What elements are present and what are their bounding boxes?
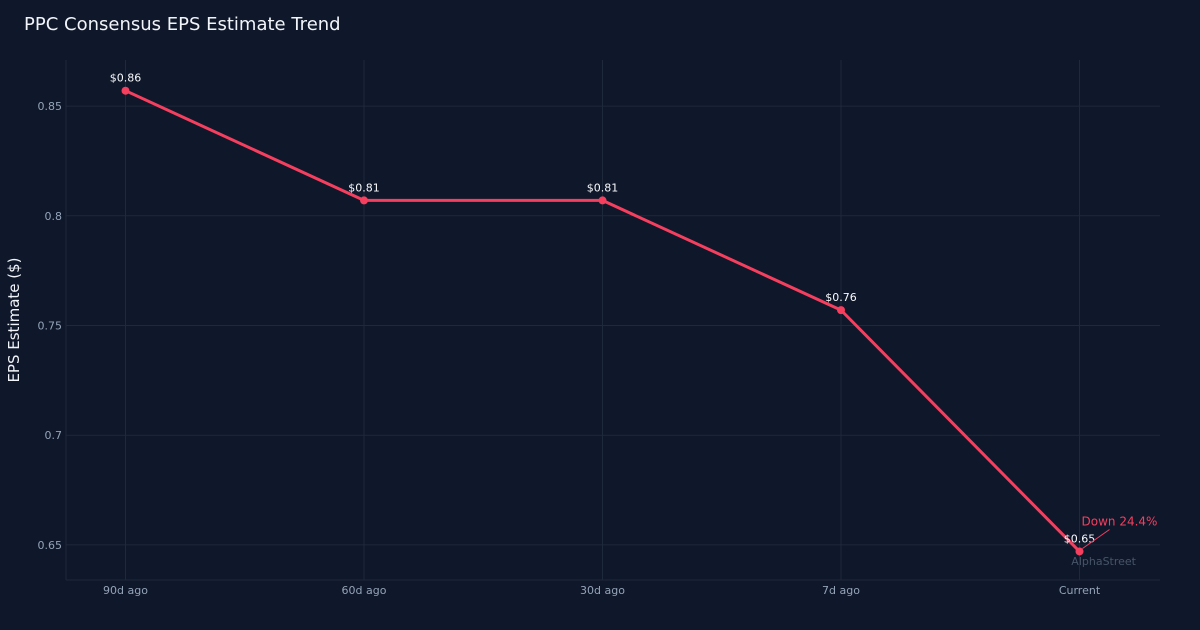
data-label: $0.81 <box>348 181 380 194</box>
data-label: $0.76 <box>825 291 857 304</box>
watermark-text: AlphaStreet <box>1071 555 1136 568</box>
data-label: $0.86 <box>110 72 142 85</box>
data-point <box>837 306 845 315</box>
annotation-arrow <box>1082 529 1110 549</box>
data-point <box>1075 547 1084 556</box>
x-tick-label: 90d ago <box>103 584 148 597</box>
x-tick-label: 60d ago <box>342 584 387 597</box>
plot-area: 0.65 0.7 0.75 0.8 0.85 90d ago 60d ago 30d ago 7… <box>38 60 1160 597</box>
data-point <box>598 196 607 205</box>
y-tick-label: 0.65 <box>38 539 63 552</box>
annotation-text: Down 24.4% <box>1082 514 1158 528</box>
y-tick-label: 0.85 <box>38 100 63 113</box>
chart-title: PPC Consensus EPS Estimate Trend <box>24 14 341 35</box>
x-tick-label: 7d ago <box>822 584 860 597</box>
y-tick-label: 0.7 <box>45 429 63 442</box>
data-point <box>121 86 130 95</box>
x-tick-label: Current <box>1059 584 1101 597</box>
data-label: $0.65 <box>1064 532 1096 545</box>
data-label: $0.81 <box>587 181 619 194</box>
y-tick-label: 0.8 <box>45 210 63 223</box>
data-point <box>360 196 368 205</box>
x-tick-label: 30d ago <box>580 584 625 597</box>
y-tick-label: 0.75 <box>38 319 63 332</box>
y-axis-label: EPS Estimate ($) <box>5 257 23 382</box>
